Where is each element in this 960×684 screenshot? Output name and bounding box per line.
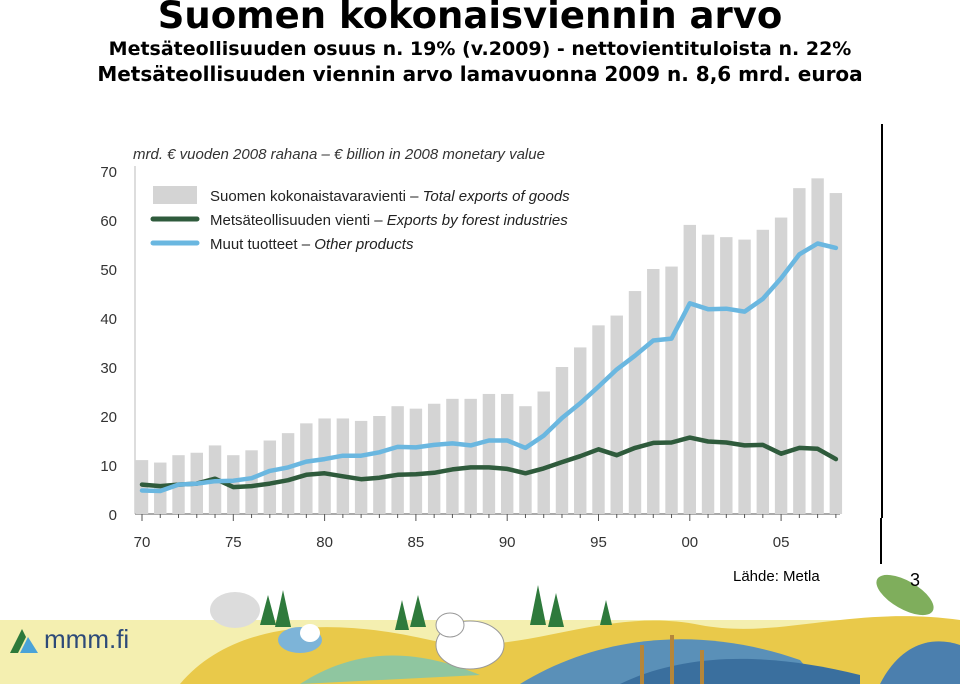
forest-exports-line — [139, 435, 839, 490]
total-exports-bar — [701, 234, 715, 514]
other-products-line — [139, 241, 839, 494]
total-exports-bar — [373, 416, 386, 514]
total-exports-bar — [537, 391, 550, 514]
legend-label: Metsäteollisuuden vienti – Exports by fo… — [210, 212, 568, 229]
x-tick-label: 95 — [590, 534, 607, 551]
frame-line-source — [880, 518, 882, 564]
total-exports-bar — [738, 239, 751, 514]
total-exports-bar — [592, 325, 605, 514]
legend-label: Suomen kokonaistavaravienti – Total expo… — [210, 188, 570, 205]
legend-swatch-total — [153, 186, 197, 204]
total-exports-bar — [720, 237, 733, 514]
y-tick-label: 10 — [100, 458, 117, 475]
total-exports-bar — [227, 455, 240, 514]
y-tick-label: 0 — [109, 507, 117, 524]
x-tick-label: 85 — [408, 534, 425, 551]
total-exports-bar — [135, 460, 149, 514]
mmm-logo[interactable]: mmm.fi — [8, 624, 129, 655]
x-tick-label: 05 — [773, 534, 790, 551]
frame-line-top — [881, 124, 883, 202]
mmm-logo-icon — [10, 628, 38, 653]
x-tick-label: 75 — [225, 534, 242, 551]
total-exports-bar — [446, 398, 459, 514]
total-exports-bar — [336, 418, 350, 514]
total-exports-bar — [555, 367, 569, 514]
y-tick-label: 70 — [100, 164, 117, 181]
total-exports-bar — [811, 178, 824, 514]
y-axis-label: mrd. € vuoden 2008 rahana – € billion in… — [133, 146, 545, 163]
total-exports-bar — [245, 450, 258, 514]
total-exports-bar — [300, 423, 313, 514]
total-exports-bar — [318, 418, 331, 514]
total-exports-bar — [500, 393, 514, 514]
total-exports-bar — [391, 406, 404, 514]
total-exports-bar — [610, 315, 623, 514]
logo-text: mmm.fi — [44, 624, 130, 654]
total-exports-bar — [574, 347, 587, 514]
total-exports-bar — [281, 433, 295, 514]
total-exports-bar — [829, 193, 843, 515]
total-exports-bar — [793, 188, 806, 514]
total-exports-bar — [354, 420, 368, 514]
source-label: Lähde: Metla — [733, 568, 820, 585]
y-tick-label: 60 — [100, 213, 117, 230]
total-exports-bar — [482, 393, 496, 514]
subtitle-export-value: Metsäteollisuuden viennin arvo lamavuonn… — [97, 62, 863, 86]
total-exports-bar — [647, 269, 660, 514]
total-exports-bar — [665, 266, 678, 514]
x-tick-label: 70 — [134, 534, 151, 551]
y-tick-label: 20 — [100, 409, 117, 426]
y-tick-label: 50 — [100, 262, 117, 279]
page-title: Suomen kokonaisviennin arvo — [157, 0, 783, 37]
subtitle-forest-share: Metsäteollisuuden osuus n. 19% (v.2009) … — [108, 38, 852, 60]
y-tick-label: 30 — [100, 360, 117, 377]
total-exports-bar — [756, 229, 770, 515]
total-exports-bar — [628, 291, 642, 514]
page-number: 3 — [910, 570, 921, 590]
total-exports-bar — [464, 398, 477, 514]
y-tick-label: 40 — [100, 311, 117, 328]
x-tick-label: 90 — [499, 534, 516, 551]
x-tick-label: 80 — [316, 534, 333, 551]
frame-line-bottom — [881, 202, 883, 518]
export-value-chart: mrd. € vuoden 2008 rahana – € billion in… — [100, 146, 843, 551]
total-exports-bar — [774, 217, 788, 515]
x-tick-label: 00 — [681, 534, 698, 551]
legend-label: Muut tuotteet – Other products — [210, 236, 414, 253]
total-exports-bar — [409, 408, 423, 514]
total-exports-bar — [263, 440, 277, 514]
total-exports-bar — [427, 403, 441, 514]
nature-illustration-banner — [0, 574, 960, 684]
total-exports-bar — [683, 224, 697, 514]
total-exports-bar — [519, 406, 532, 514]
